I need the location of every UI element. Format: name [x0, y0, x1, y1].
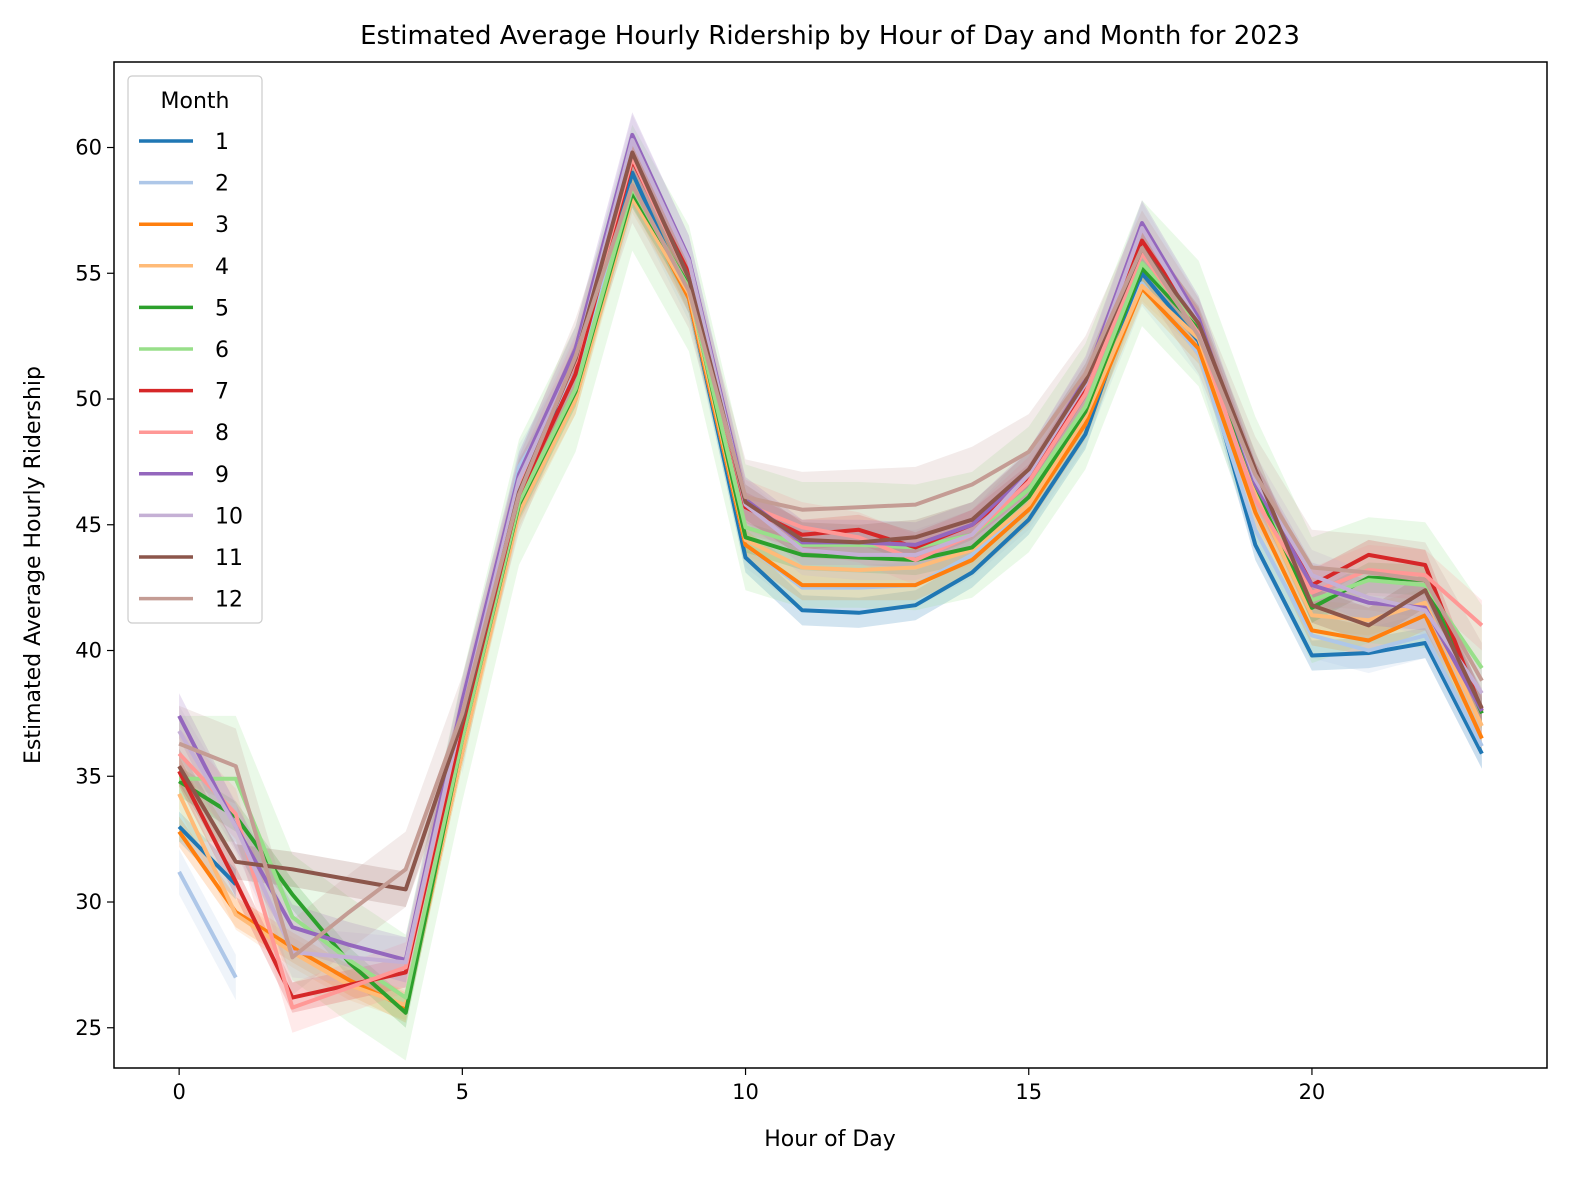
y-tick-label: 60 — [75, 136, 102, 160]
confidence-band-month-9 — [179, 112, 1482, 983]
x-axis-label: Hour of Day — [764, 1127, 896, 1152]
legend-label-month-7: 7 — [215, 380, 229, 405]
x-tick-label: 20 — [1299, 1080, 1326, 1104]
legend-label-month-1: 1 — [215, 130, 229, 155]
confidence-band-month-12 — [179, 147, 1482, 996]
legend-label-month-12: 12 — [215, 588, 243, 613]
confidence-band-month-3 — [179, 175, 1482, 1023]
y-tick-label: 50 — [75, 387, 102, 411]
y-tick-label: 25 — [75, 1016, 102, 1040]
chart-title: Estimated Average Hourly Ridership by Ho… — [360, 21, 1300, 51]
series-line-month-2 — [177, 870, 238, 979]
legend-label-month-5: 5 — [215, 296, 229, 321]
y-axis-ticks: 25 30 35 40 45 50 55 60 — [75, 136, 114, 1040]
legend-title: Month — [161, 89, 230, 114]
legend-box — [127, 75, 263, 624]
series-lines — [177, 132, 1484, 1015]
x-tick-label: 0 — [172, 1080, 185, 1104]
series-line-month-12 — [178, 183, 1484, 960]
legend-label-month-10: 10 — [215, 504, 243, 529]
legend-label-month-9: 9 — [215, 463, 229, 488]
y-axis-label: Estimated Average Hourly Ridership — [21, 366, 46, 764]
series-line-month-1 — [460, 170, 1484, 755]
legend-label-month-3: 3 — [215, 213, 229, 238]
x-tick-label: 5 — [456, 1080, 469, 1104]
x-tick-label: 15 — [1015, 1080, 1042, 1104]
series-line-month-8 — [177, 155, 1484, 1010]
legend-label-month-4: 4 — [215, 255, 229, 280]
legend-label-month-6: 6 — [215, 338, 229, 363]
y-tick-label: 40 — [75, 639, 102, 663]
legend-label-month-2: 2 — [215, 172, 229, 197]
plot-frame — [113, 61, 1548, 1069]
y-tick-label: 30 — [75, 890, 102, 914]
confidence-band-month-6 — [179, 124, 1482, 1061]
y-tick-label: 35 — [75, 764, 102, 788]
x-tick-label: 10 — [732, 1080, 759, 1104]
y-tick-label: 55 — [75, 261, 102, 285]
x-axis-ticks: 0 5 10 15 20 — [172, 1068, 1325, 1104]
legend-label-month-11: 11 — [215, 546, 243, 571]
y-tick-label: 45 — [75, 513, 102, 537]
legend-label-month-8: 8 — [215, 421, 229, 446]
